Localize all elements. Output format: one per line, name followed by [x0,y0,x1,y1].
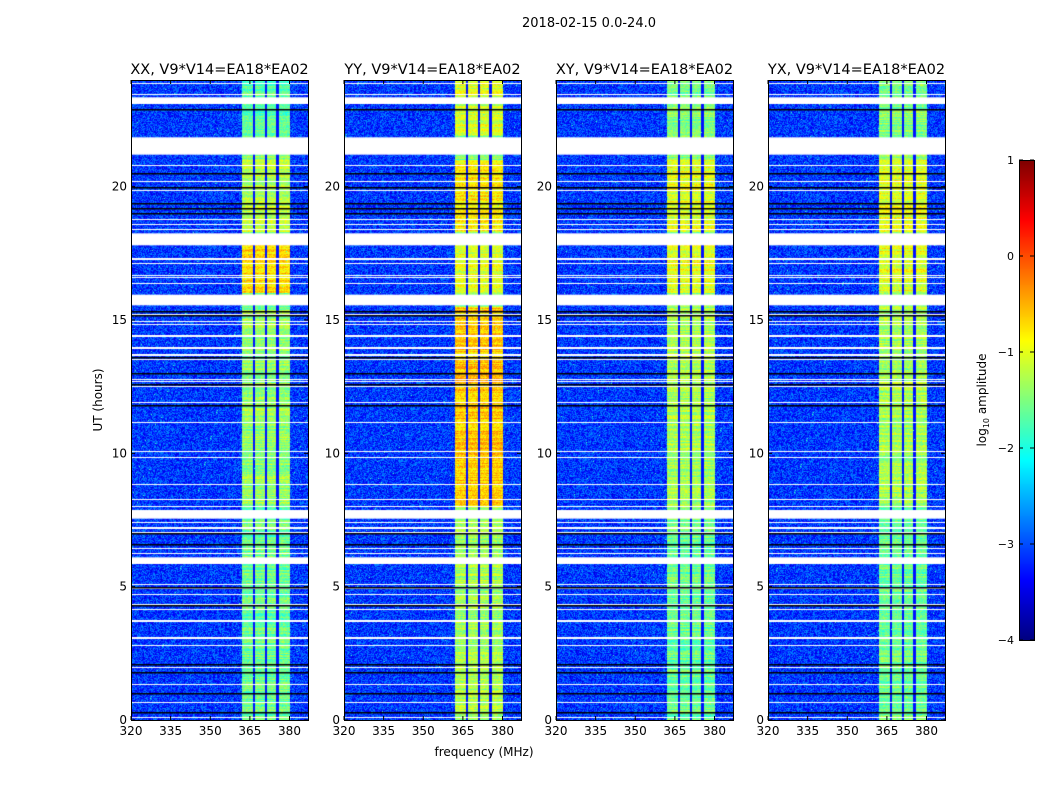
x-tick-label: 335 [584,724,607,738]
y-tick-label: 5 [544,580,552,594]
x-tick-label: 365 [875,724,898,738]
panel-title: YY, V9*V14=EA18*EA02 [343,62,520,78]
y-tick-label: 10 [749,446,764,460]
y-tick-label: 10 [325,446,340,460]
x-tick-label: 380 [278,724,301,738]
colorbar-label: log10 amplitude [975,354,991,447]
x-tick-label: 320 [120,724,143,738]
colorbar-label-sub: 10 [982,418,991,428]
y-tick-label: 5 [332,580,340,594]
y-tick-label: 20 [537,180,552,194]
y-tick-label: 20 [112,180,127,194]
colorbar-tick-label: −2 [998,442,1014,455]
y-tick-label: 0 [332,713,340,727]
panel-2: YY, V9*V14=EA18*EA02 320 335 350 365 380 0 5 10 1… [325,62,522,738]
y-tick-label: 10 [537,446,552,460]
waterfall-panel-2-image [344,80,521,720]
waterfall-panel-3-image [556,80,733,720]
x-tick-label: 350 [199,724,222,738]
y-tick-label: 15 [325,313,340,327]
panel-1: XX, V9*V14=EA18*EA02 320 335 350 365 380 0 5 10 1… [112,62,309,738]
y-tick-label: 0 [756,713,764,727]
axes-frame [344,80,522,721]
colorbar-tick-label: 0 [1007,250,1014,263]
panel-title: YX, V9*V14=EA18*EA02 [767,62,945,78]
axes-frame [768,80,946,721]
colorbar-label-rest: amplitude [975,354,989,418]
y-tick-label: 15 [749,313,764,327]
y-tick-label: 10 [112,446,127,460]
colorbar-tick-label: −1 [998,346,1014,359]
y-tick-label: 20 [749,180,764,194]
x-tick-label: 320 [333,724,356,738]
x-tick-label: 380 [491,724,514,738]
colorbar-frame [1019,160,1035,641]
x-tick-label: 380 [915,724,938,738]
axes-frame [131,80,309,721]
colorbar-tick-label: −4 [998,634,1014,647]
x-tick-label: 320 [757,724,780,738]
x-axis-label: frequency (MHz) [434,745,533,759]
y-tick-label: 15 [112,313,127,327]
x-tick-label: 380 [703,724,726,738]
panel-title: XY, V9*V14=EA18*EA02 [556,62,733,78]
x-tick-label: 365 [238,724,261,738]
y-tick-label: 5 [756,580,764,594]
y-tick-label: 0 [544,713,552,727]
x-tick-label: 350 [412,724,435,738]
x-tick-label: 350 [836,724,859,738]
y-axis-label: UT (hours) [91,368,105,431]
panel-title: XX, V9*V14=EA18*EA02 [130,62,308,78]
colorbar-gradient [1019,160,1034,640]
y-tick-label: 20 [325,180,340,194]
x-tick-label: 320 [545,724,568,738]
colorbar-label-main: log [975,428,989,446]
panel-4: YX, V9*V14=EA18*EA02 320 335 350 365 380 0 5 10 1… [749,62,946,738]
x-tick-label: 350 [624,724,647,738]
x-tick-label: 365 [451,724,474,738]
colorbar-tick-label: 1 [1007,154,1014,167]
waterfall-panel-1-image [131,80,308,720]
x-tick-label: 365 [663,724,686,738]
x-tick-label: 335 [796,724,819,738]
colorbar-tick-label: −3 [998,538,1014,551]
axes-frame [556,80,734,721]
waterfall-panel-4-image [768,80,945,720]
figure-title: 2018-02-15 0.0-24.0 [522,16,656,31]
x-tick-label: 335 [372,724,395,738]
x-tick-label: 335 [159,724,182,738]
y-tick-label: 5 [119,580,127,594]
y-tick-label: 0 [119,713,127,727]
y-tick-label: 15 [537,313,552,327]
panel-3: XY, V9*V14=EA18*EA02 320 335 350 365 380 0 5 10 1… [537,62,734,738]
